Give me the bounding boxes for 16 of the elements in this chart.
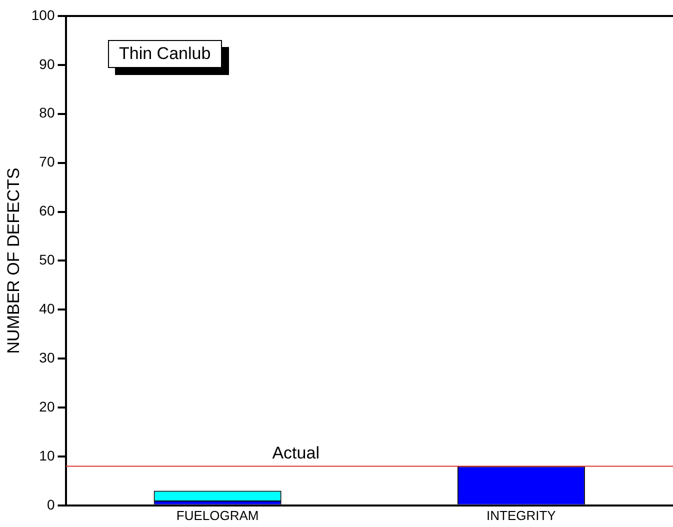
y-tick-label: 0 (46, 496, 55, 512)
y-tick-label: 50 (39, 252, 55, 268)
y-tick-label: 10 (39, 447, 55, 464)
y-tick-label: 60 (39, 202, 55, 219)
y-tick-label: 30 (39, 349, 55, 366)
y-tick-label: 100 (31, 6, 55, 23)
annotation: Thin Canlub (108, 40, 222, 68)
x-tick-label: INTEGRITY (486, 508, 556, 523)
y-tick-label: 90 (39, 56, 55, 72)
ref-line-label: Actual (272, 443, 320, 462)
y-tick-label: 80 (39, 104, 55, 121)
y-tick-label: 40 (39, 300, 55, 316)
y-tick-label: 70 (39, 154, 55, 170)
y-axis-title: NUMBER OF DEFECTS (4, 168, 23, 354)
y-tick-label: 20 (39, 398, 55, 414)
x-tick-label: FUELOGRAM (176, 508, 259, 523)
